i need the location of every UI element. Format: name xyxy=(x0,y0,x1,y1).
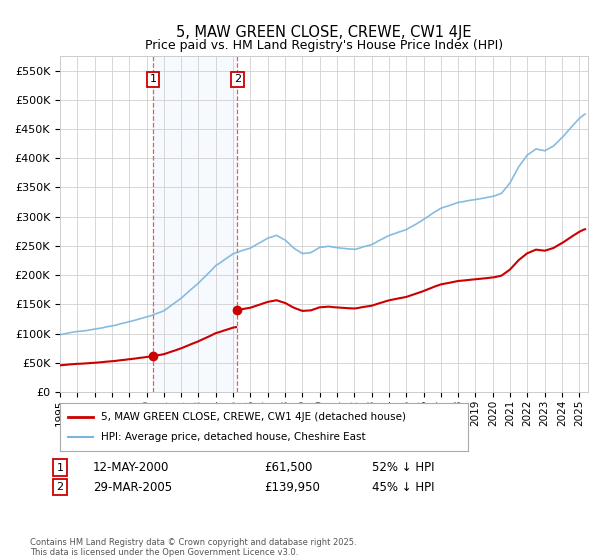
Text: 29-MAR-2005: 29-MAR-2005 xyxy=(93,480,172,494)
Text: HPI: Average price, detached house, Cheshire East: HPI: Average price, detached house, Ches… xyxy=(101,432,365,442)
Text: 45% ↓ HPI: 45% ↓ HPI xyxy=(372,480,434,494)
Text: 12-MAY-2000: 12-MAY-2000 xyxy=(93,461,169,474)
Text: 5, MAW GREEN CLOSE, CREWE, CW1 4JE: 5, MAW GREEN CLOSE, CREWE, CW1 4JE xyxy=(176,25,472,40)
Text: 5, MAW GREEN CLOSE, CREWE, CW1 4JE (detached house): 5, MAW GREEN CLOSE, CREWE, CW1 4JE (deta… xyxy=(101,412,406,422)
Text: Price paid vs. HM Land Registry's House Price Index (HPI): Price paid vs. HM Land Registry's House … xyxy=(145,39,503,52)
Text: 1: 1 xyxy=(149,74,157,85)
Text: 1: 1 xyxy=(56,463,64,473)
Bar xyxy=(153,56,237,392)
Text: £61,500: £61,500 xyxy=(264,461,313,474)
Text: Contains HM Land Registry data © Crown copyright and database right 2025.
This d: Contains HM Land Registry data © Crown c… xyxy=(30,538,356,557)
Text: £139,950: £139,950 xyxy=(264,480,320,494)
Text: 2: 2 xyxy=(56,482,64,492)
Text: 2: 2 xyxy=(234,74,241,85)
Text: 52% ↓ HPI: 52% ↓ HPI xyxy=(372,461,434,474)
